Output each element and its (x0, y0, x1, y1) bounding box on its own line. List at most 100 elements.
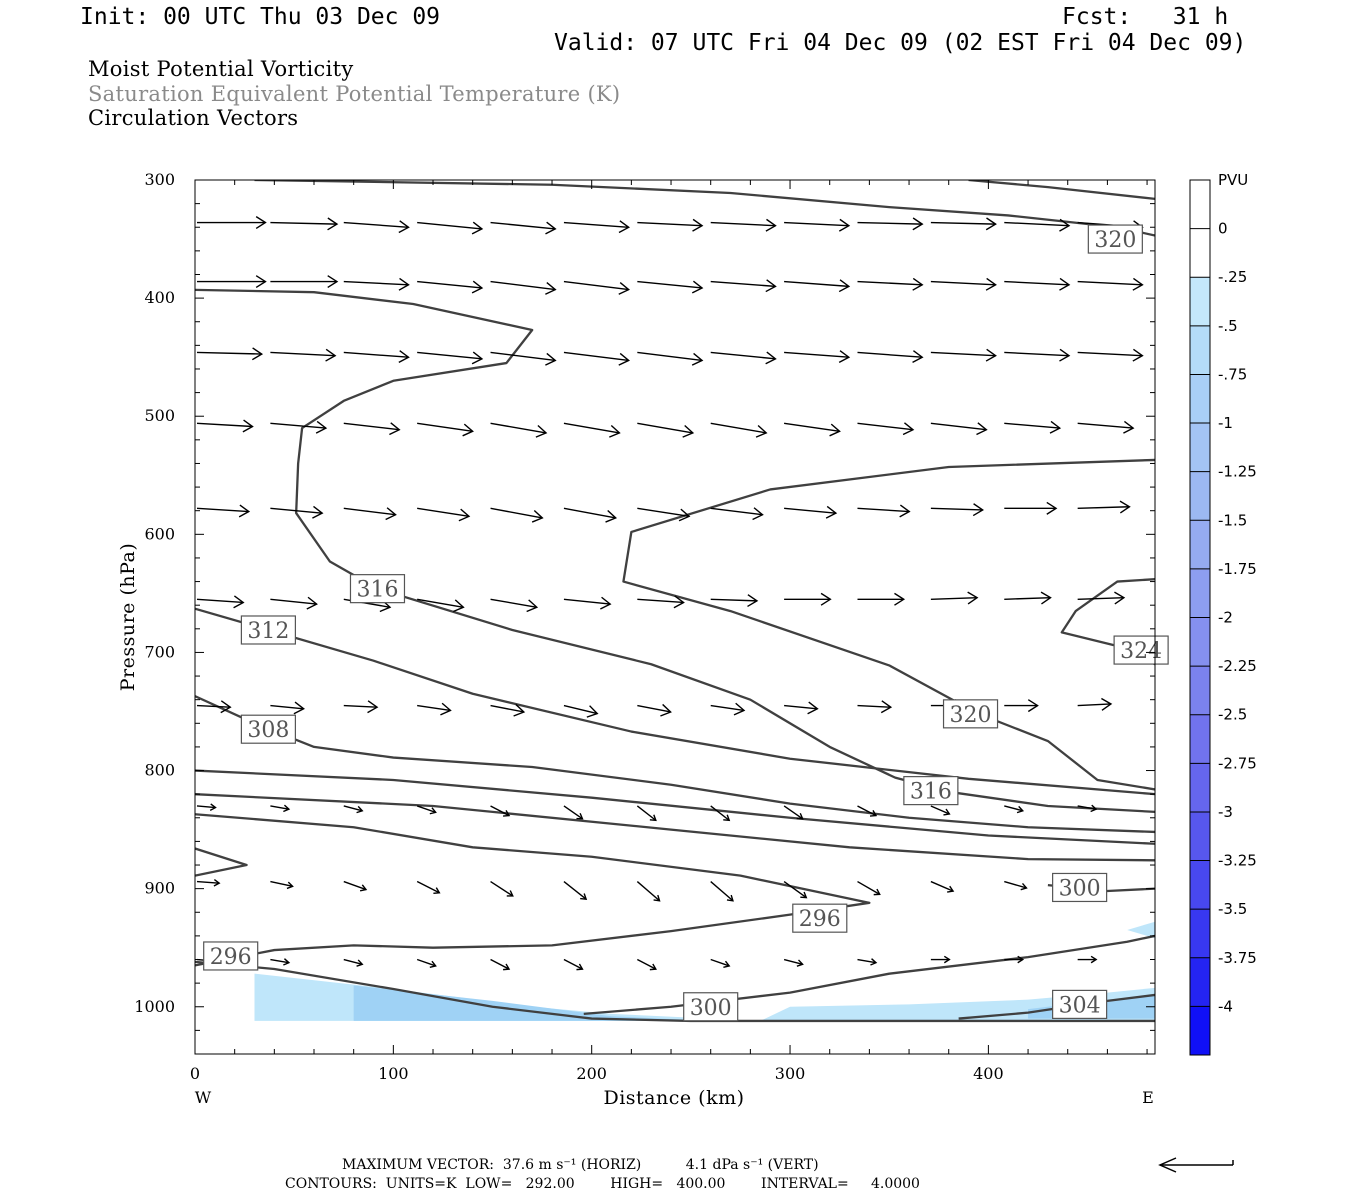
y-axis-title: Pressure (hPa) (117, 543, 139, 692)
circulation-vector (196, 347, 264, 361)
circulation-vector (1077, 955, 1098, 964)
circulation-vector (857, 504, 911, 518)
max-vector-note: MAXIMUM VECTOR: 37.6 m s⁻¹ (HORIZ) 4.1 d… (342, 1157, 819, 1173)
circulation-vector (710, 594, 759, 608)
circulation-vector (710, 422, 768, 438)
circulation-vector (1004, 955, 1025, 964)
contour-label: 324 (1113, 635, 1169, 665)
colorbar-swatch (1190, 666, 1210, 716)
colorbar-tick-label: 0 (1218, 220, 1228, 238)
circulation-vector (784, 350, 851, 364)
circulation-vector (343, 700, 379, 714)
contour-label: 312 (240, 615, 296, 645)
circulation-vector (196, 419, 254, 433)
circulation-vector (343, 880, 368, 892)
circulation-vector (1077, 348, 1144, 362)
circulation-vector (563, 422, 621, 438)
circulation-vector (417, 702, 452, 716)
colorbar-tick-label: -4 (1218, 997, 1233, 1015)
circulation-vector (857, 880, 881, 896)
contour-info-note: CONTOURS: UNITS=K LOW= 292.00 HIGH= 400.… (285, 1176, 920, 1192)
contour-label: 300 (683, 992, 739, 1022)
contour-label: 300 (1052, 872, 1108, 903)
circulation-vector (930, 217, 997, 231)
circulation-vector (270, 348, 337, 362)
colorbar-swatch (1190, 811, 1210, 862)
circulation-vector (343, 805, 364, 814)
circulation-vector (930, 277, 997, 291)
x-tick-label: 400 (973, 1064, 1004, 1083)
colorbar-swatch (1190, 957, 1210, 1007)
circulation-vector (783, 958, 804, 967)
circulation-vector (417, 598, 465, 613)
x-tick-label: 200 (576, 1064, 607, 1083)
theta-contour-300-8 (195, 793, 1155, 862)
y-tick-label: 500 (144, 406, 175, 425)
plot-frame (194, 179, 1156, 1055)
circulation-vector (930, 880, 955, 893)
circulation-vector (196, 700, 232, 714)
pv-colorbar: 0 -.25 -.5 -.75 -1 -1.25 -1.5 -1.75 -2 -2.25 -2.5 -… (1189, 179, 1257, 1056)
svg-text:300: 300 (690, 996, 732, 1021)
circulation-vector (417, 221, 484, 235)
theta-contour-312-5 (195, 607, 1155, 796)
circulation-vector (857, 350, 924, 364)
svg-text:300: 300 (1059, 876, 1101, 901)
circulation-vector (563, 280, 630, 295)
circulation-vector (710, 507, 764, 521)
circulation-vector (1004, 420, 1062, 434)
circulation-vector (784, 422, 841, 437)
circulation-vector (270, 701, 305, 715)
svg-text:308: 308 (247, 718, 289, 743)
circulation-vector (1004, 501, 1058, 515)
circulation-vector (1077, 697, 1113, 711)
circulation-vector (710, 351, 777, 365)
circulation-vector (343, 422, 401, 436)
circulation-vector (270, 804, 291, 813)
theta-contour-layer (195, 180, 1155, 1023)
circulation-vector (930, 348, 997, 362)
y-tick-label: 600 (144, 524, 175, 543)
svg-text:316: 316 (356, 578, 398, 603)
contour-label: 296 (203, 941, 259, 971)
colorbar-swatch (1190, 325, 1210, 375)
circulation-vector (784, 701, 819, 715)
title-circulation: Circulation Vectors (88, 106, 299, 130)
circulation-vector (563, 507, 618, 523)
title-theta-es: Saturation Equivalent Potential Temperat… (88, 82, 621, 106)
contour-label-layer: 320 316 312 324 320 308 316 300 296 296 300 304 (203, 224, 1169, 1022)
colorbar-tick-label: -2.25 (1218, 657, 1257, 675)
circulation-vector (563, 596, 612, 610)
colorbar-swatch (1190, 520, 1210, 570)
circulation-vector (857, 592, 906, 606)
colorbar-swatch (1190, 180, 1210, 230)
theta-contour-320-3 (622, 458, 1155, 791)
circulation-vector (490, 703, 526, 717)
colorbar-unit: PVU (1218, 171, 1248, 189)
circulation-vector (417, 422, 474, 437)
colorbar-swatch (1190, 763, 1210, 813)
circulation-vector (343, 277, 410, 291)
colorbar-tick-label: -.5 (1218, 317, 1238, 335)
circulation-vector (563, 805, 584, 820)
theta-contour-296-10 (195, 847, 248, 877)
pv-shade-region-3 (1127, 921, 1155, 939)
y-tick-label: 700 (144, 642, 175, 661)
circulation-vector (637, 351, 704, 366)
svg-text:324: 324 (1120, 639, 1162, 664)
circulation-vector (563, 351, 630, 366)
circulation-vector (636, 805, 657, 822)
circulation-vector (1077, 500, 1131, 514)
circulation-vector (270, 420, 328, 434)
circulation-vector (1004, 805, 1025, 814)
circulation-vector (490, 422, 548, 438)
svg-text:320: 320 (1094, 228, 1136, 253)
theta-contour-304-7 (195, 769, 1155, 845)
circulation-vector (710, 958, 731, 968)
contour-label: 316 (349, 574, 406, 604)
circulation-vector (784, 505, 838, 519)
colorbar-swatch (1190, 909, 1210, 959)
circulation-vector (637, 507, 691, 522)
circulation-vector (710, 218, 777, 232)
y-tick-label: 300 (144, 170, 175, 189)
